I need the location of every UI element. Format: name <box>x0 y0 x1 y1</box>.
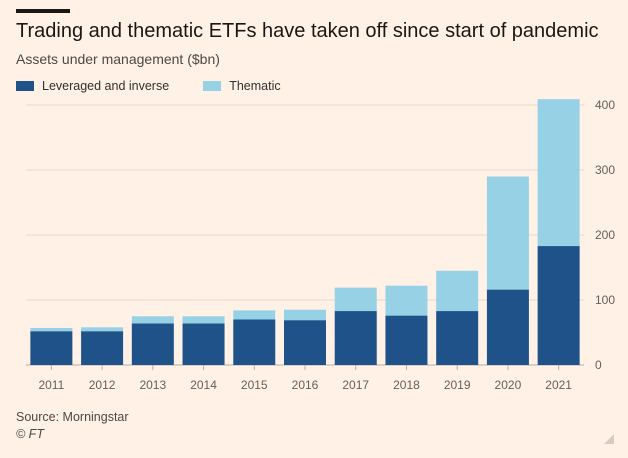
x-tick-label: 2019 <box>444 378 471 392</box>
x-axis-ticks: 2011 2012 2013 2014 2015 2016 2017 2018 2019 2020… <box>38 365 572 392</box>
y-tick-label: 300 <box>595 163 615 177</box>
x-tick-label: 2018 <box>393 378 420 392</box>
bar-leveraged-2012 <box>81 331 124 365</box>
bar-thematic-2012 <box>81 327 124 332</box>
y-tick-label: 400 <box>595 98 615 112</box>
ft-credit: © FT <box>16 427 44 441</box>
legend: Leveraged and inverse Thematic <box>16 79 315 93</box>
x-tick-label: 2017 <box>342 378 369 392</box>
bars <box>30 99 580 365</box>
x-tick-label: 2021 <box>545 378 572 392</box>
bar-thematic-2011 <box>30 327 73 332</box>
legend-swatch-leveraged <box>16 81 34 91</box>
bar-leveraged-2019 <box>436 311 479 365</box>
bar-leveraged-2011 <box>30 331 73 365</box>
bar-leveraged-2014 <box>182 323 225 365</box>
legend-label-thematic: Thematic <box>229 79 281 93</box>
legend-item-leveraged: Leveraged and inverse <box>16 79 169 93</box>
x-tick-label: 2013 <box>139 378 166 392</box>
bar-leveraged-2018 <box>385 315 428 365</box>
bar-thematic-2013 <box>131 316 174 324</box>
y-axis-ticks: 0 100 200 300 400 <box>595 98 615 372</box>
y-tick-label: 200 <box>595 228 615 242</box>
x-tick-label: 2014 <box>190 378 217 392</box>
bar-thematic-2021 <box>537 99 580 247</box>
bar-leveraged-2015 <box>233 319 276 365</box>
bar-leveraged-2013 <box>131 323 174 365</box>
legend-item-thematic: Thematic <box>203 79 281 93</box>
source-note: Source: Morningstar <box>16 410 129 424</box>
x-tick-label: 2015 <box>241 378 268 392</box>
header-accent-bar <box>16 9 70 13</box>
bar-thematic-2017 <box>334 287 377 312</box>
bar-leveraged-2020 <box>486 289 529 365</box>
bar-thematic-2018 <box>385 285 428 316</box>
resize-handle-icon[interactable] <box>604 434 614 444</box>
x-tick-label: 2016 <box>292 378 319 392</box>
bar-thematic-2014 <box>182 316 225 324</box>
x-tick-label: 2012 <box>89 378 116 392</box>
bar-leveraged-2016 <box>284 320 326 365</box>
bar-leveraged-2017 <box>334 311 377 365</box>
bar-thematic-2015 <box>233 310 276 320</box>
x-tick-label: 2020 <box>495 378 522 392</box>
bar-leveraged-2021 <box>537 246 580 365</box>
bar-thematic-2020 <box>486 176 529 290</box>
bar-thematic-2016 <box>284 309 326 321</box>
y-tick-label: 100 <box>595 293 615 307</box>
bar-thematic-2019 <box>436 270 479 312</box>
y-tick-label: 0 <box>595 358 602 372</box>
chart-subtitle: Assets under management ($bn) <box>16 51 220 67</box>
x-tick-label: 2011 <box>38 378 64 392</box>
legend-swatch-thematic <box>203 81 222 91</box>
legend-label-leveraged: Leveraged and inverse <box>42 79 170 93</box>
chart-title: Trading and thematic ETFs have taken off… <box>16 20 599 42</box>
